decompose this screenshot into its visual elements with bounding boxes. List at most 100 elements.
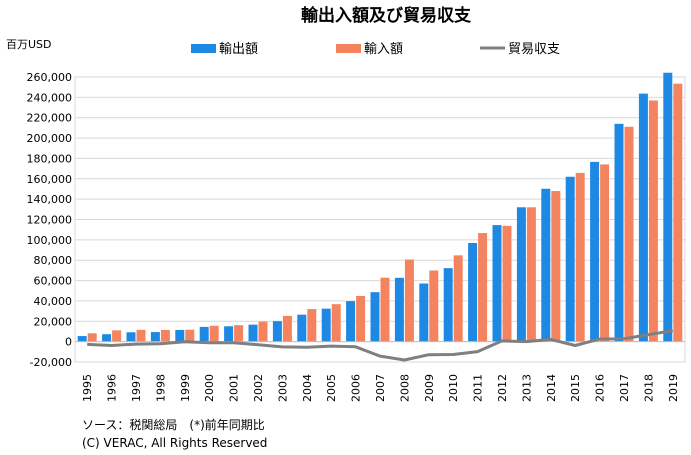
- legend: 輸出額 輸入額 貿易収支: [191, 42, 560, 57]
- import-bar: [526, 207, 536, 342]
- import-bar: [575, 172, 585, 342]
- export-bar: [77, 336, 87, 342]
- y-tick-label: 20,000: [34, 315, 73, 328]
- x-tick-label: 2010: [447, 374, 460, 402]
- import-bar: [429, 270, 439, 342]
- export-bar: [663, 72, 673, 342]
- export-bar: [614, 123, 624, 342]
- y-tick-label: 240,000: [27, 91, 73, 104]
- x-tick-label: 2001: [228, 374, 241, 402]
- y-axis-unit-label: 百万USD: [6, 38, 52, 51]
- export-bar: [443, 268, 453, 342]
- export-bar: [321, 308, 331, 342]
- y-tick-label: 120,000: [27, 214, 73, 227]
- export-bar: [565, 176, 575, 342]
- import-bar: [87, 333, 97, 342]
- y-tick-label: 260,000: [27, 71, 73, 84]
- balance-line: [87, 329, 674, 362]
- y-tick-label: 80,000: [34, 254, 73, 267]
- import-bar: [112, 330, 122, 342]
- import-bar: [648, 100, 658, 342]
- export-bar: [468, 243, 478, 342]
- balance-series-line: [87, 329, 674, 362]
- x-tick-label: 2005: [325, 374, 338, 402]
- export-bar: [272, 321, 282, 342]
- x-axis-ticks: 1995 1996 1997 1998 1999 2000 2001 2002 2003 2004…: [81, 374, 680, 402]
- x-tick-label: 2011: [472, 374, 485, 402]
- import-bar: [356, 295, 366, 342]
- import-bar: [478, 233, 488, 342]
- import-bar: [624, 126, 634, 342]
- x-tick-label: 2006: [350, 374, 363, 402]
- y-tick-label: 200,000: [27, 132, 73, 145]
- import-bar: [136, 329, 146, 342]
- x-tick-label: 2013: [520, 374, 533, 402]
- y-tick-label: 180,000: [27, 152, 73, 165]
- legend-label-balance: 貿易収支: [508, 42, 560, 57]
- export-bar: [419, 283, 429, 342]
- x-tick-label: 2012: [496, 374, 509, 402]
- import-bar: [209, 325, 219, 342]
- source-note: ソース：税関総局 (*)前年同期比: [82, 418, 265, 432]
- export-bar: [297, 314, 307, 342]
- x-tick-label: 2015: [569, 374, 582, 402]
- plot-frame: [74, 76, 686, 363]
- grid-lines: [74, 76, 686, 363]
- x-tick-label: 1995: [81, 374, 94, 402]
- import-bar: [258, 321, 268, 342]
- import-bar: [502, 225, 512, 342]
- x-tick-label: 2017: [618, 374, 631, 402]
- import-bar: [331, 304, 341, 342]
- import-bar: [380, 277, 390, 342]
- import-bar: [234, 325, 244, 342]
- import-bar: [453, 255, 463, 342]
- y-tick-label: 40,000: [34, 295, 73, 308]
- x-tick-label: 2007: [374, 374, 387, 402]
- copyright-note: (C) VERAC, All Rights Reserved: [82, 436, 268, 450]
- x-tick-label: 2016: [594, 374, 607, 402]
- x-tick-label: 1999: [179, 374, 192, 402]
- x-tick-label: 2009: [423, 374, 436, 402]
- export-bar: [516, 207, 526, 342]
- y-tick-label: 140,000: [27, 193, 73, 206]
- export-bar: [346, 301, 356, 342]
- import-bar: [404, 259, 414, 342]
- import-bar: [673, 83, 683, 342]
- x-tick-label: 1997: [130, 374, 143, 402]
- export-bar: [175, 329, 185, 342]
- x-tick-label: 2004: [301, 374, 314, 402]
- export-bar: [394, 277, 404, 342]
- x-tick-label: 2008: [398, 374, 411, 402]
- import-bar: [282, 315, 292, 342]
- import-bar: [551, 191, 561, 342]
- export-bar: [199, 326, 209, 342]
- export-bar: [224, 326, 234, 342]
- x-tick-label: 1998: [154, 374, 167, 402]
- x-tick-label: 1996: [106, 374, 119, 402]
- y-tick-label: 160,000: [27, 173, 73, 186]
- export-bar: [541, 188, 551, 342]
- chart-title: 輸出入額及び貿易収支: [301, 5, 472, 26]
- export-bar: [638, 93, 648, 342]
- y-tick-label: 220,000: [27, 112, 73, 125]
- export-bar: [590, 161, 600, 342]
- bars: [77, 72, 683, 342]
- y-axis-ticks: -20,000 0 20,000 40,000 60,000 80,000 100,000 1…: [27, 71, 73, 369]
- x-tick-label: 2014: [545, 374, 558, 402]
- export-bar: [248, 324, 258, 342]
- x-tick-label: 2003: [276, 374, 289, 402]
- import-bar: [307, 309, 317, 342]
- export-bar: [492, 225, 502, 342]
- legend-label-exports: 輸出額: [219, 42, 258, 57]
- x-tick-label: 2019: [667, 374, 680, 402]
- import-bar: [185, 329, 195, 342]
- import-bar: [160, 329, 170, 342]
- y-tick-label: 60,000: [34, 275, 73, 288]
- export-bar: [102, 334, 112, 342]
- legend-swatch-imports: [336, 44, 361, 53]
- legend-swatch-exports: [191, 44, 216, 53]
- y-tick-label: 100,000: [27, 234, 73, 247]
- import-bar: [600, 164, 610, 342]
- export-bar: [370, 292, 380, 342]
